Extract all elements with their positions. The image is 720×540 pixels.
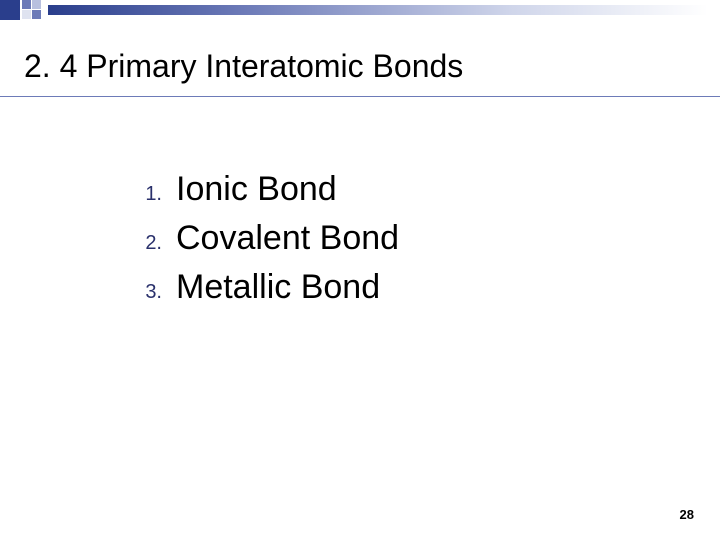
list-item: 1. Ionic Bond <box>130 170 399 209</box>
list-item-number: 1. <box>130 183 176 206</box>
list-item-text: Metallic Bond <box>176 268 380 307</box>
accent-square-small <box>22 10 31 19</box>
list-item-text: Ionic Bond <box>176 170 337 209</box>
bond-list: 1. Ionic Bond 2. Covalent Bond 3. Metall… <box>130 170 399 317</box>
accent-square-group <box>22 0 44 19</box>
list-item-number: 3. <box>130 281 176 304</box>
accent-square-small <box>32 0 41 9</box>
accent-gradient-bar <box>48 5 708 15</box>
slide-title: 2. 4 Primary Interatomic Bonds <box>24 48 463 85</box>
accent-square-small <box>32 10 41 19</box>
accent-square-small <box>22 0 31 9</box>
list-item-number: 2. <box>130 232 176 255</box>
page-number: 28 <box>680 507 694 522</box>
accent-square-large <box>0 0 20 20</box>
title-underline <box>0 96 720 97</box>
list-item: 2. Covalent Bond <box>130 219 399 258</box>
header-accent <box>0 0 708 28</box>
list-item: 3. Metallic Bond <box>130 268 399 307</box>
list-item-text: Covalent Bond <box>176 219 399 258</box>
